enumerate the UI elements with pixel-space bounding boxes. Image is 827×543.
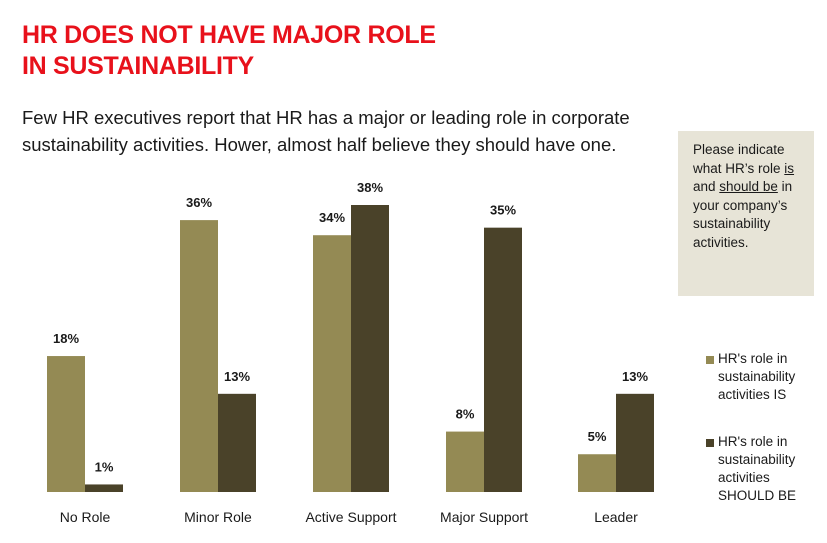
note-text-1: Please indicate what HR’s role <box>693 142 785 176</box>
category-label-2: Active Support <box>305 509 396 525</box>
data-label-should-be-4: 13% <box>622 369 648 384</box>
page-title: HR DOES NOT HAVE MAJOR ROLE IN SUSTAINAB… <box>22 20 436 82</box>
bar-is-1 <box>180 220 218 492</box>
note-text-2: and <box>693 179 720 194</box>
title-line-2: IN SUSTAINABILITY <box>22 52 254 80</box>
bar-should-be-4 <box>616 393 654 492</box>
legend-item-should-be: HR's role in sustainability activities S… <box>706 433 821 505</box>
bar-is-3 <box>446 431 484 492</box>
subtitle-line-2: sustainability activities. Hower, almost… <box>22 134 617 155</box>
subtitle: Few HR executives report that HR has a m… <box>22 104 662 158</box>
bar-should-be-1 <box>218 393 256 492</box>
data-label-is-1: 36% <box>186 195 212 210</box>
legend-label-is: HR's role in sustainability activities I… <box>718 351 796 402</box>
bar-is-4 <box>578 454 616 492</box>
bar-should-be-2 <box>351 205 389 492</box>
data-label-should-be-1: 13% <box>224 369 250 384</box>
bar-should-be-0 <box>85 484 123 492</box>
note-should-word: should be <box>719 179 778 194</box>
legend-item-is: HR's role in sustainability activities I… <box>706 350 821 404</box>
category-label-3: Major Support <box>440 509 528 525</box>
note-is-word: is <box>784 160 795 176</box>
question-note: Please indicate what HR’s role is and sh… <box>678 131 814 296</box>
subtitle-line-1: Few HR executives report that HR has a m… <box>22 107 630 128</box>
category-label-1: Minor Role <box>184 509 252 525</box>
data-label-is-0: 18% <box>53 331 79 346</box>
data-label-should-be-3: 35% <box>490 203 516 218</box>
category-label-4: Leader <box>594 509 638 525</box>
note-text-3: in your company’s sustainability activit… <box>693 179 793 250</box>
category-label-0: No Role <box>60 509 111 525</box>
legend-swatch-is <box>706 356 714 364</box>
bar-is-2 <box>313 235 351 493</box>
data-label-is-3: 8% <box>456 407 475 422</box>
data-label-should-be-2: 38% <box>357 180 383 195</box>
data-label-is-2: 34% <box>319 210 345 225</box>
legend-swatch-should-be <box>706 439 714 447</box>
bar-is-0 <box>47 356 85 492</box>
legend-label-should-be: HR's role in sustainability activities S… <box>718 434 797 503</box>
data-label-is-4: 5% <box>588 429 607 444</box>
title-line-1: HR DOES NOT HAVE MAJOR ROLE <box>22 21 436 49</box>
data-label-should-be-0: 1% <box>95 459 114 474</box>
bar-should-be-3 <box>484 227 522 492</box>
